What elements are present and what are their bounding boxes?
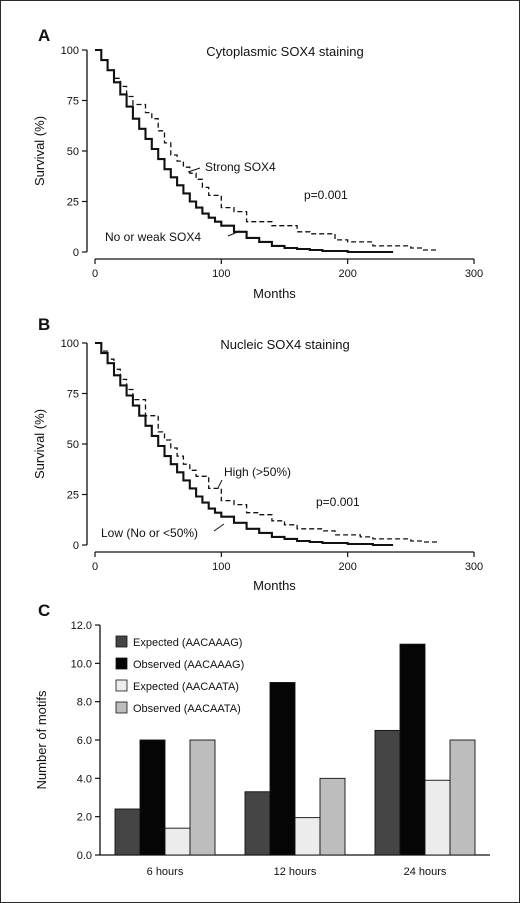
- panel-a-annot-strong-leader: [187, 167, 201, 173]
- panel-b-x-axis-label: Months: [253, 578, 296, 593]
- panel-c-bar: [189, 739, 216, 856]
- panel-b-title: Nucleic SOX4 staining: [220, 337, 349, 352]
- panel-b-x-tick-label: 200: [338, 561, 356, 573]
- panel-b-pvalue: p=0.001: [316, 495, 360, 509]
- panel-a-y-axis-label: Survival (%): [32, 116, 47, 186]
- panel-a: A Cytoplasmic SOX4 staining 0 100 200 300 0 2…: [32, 26, 483, 301]
- panel-c-y-tick-label: 8.0: [77, 697, 92, 709]
- panel-b-series: [95, 341, 440, 547]
- panel-b-y-tick-label: 0: [73, 540, 79, 552]
- panel-letter-c: C: [38, 601, 50, 620]
- panel-b-annot-high: High (>50%): [224, 465, 291, 479]
- panel-c-x-tick-label: 6 hours: [147, 866, 184, 878]
- panel-b-y-tick-label: 25: [67, 490, 79, 502]
- panel-c-bar: [294, 817, 321, 856]
- panel-a-y-tick-label: 50: [67, 146, 79, 158]
- panel-c-bar: [399, 643, 426, 856]
- panel-c-legend-swatch: [115, 657, 128, 670]
- panel-b-x-tick-label: 100: [212, 561, 230, 573]
- panel-c-legend-label: Expected (AACAATA): [133, 681, 239, 693]
- panel-b: B Nucleic SOX4 staining 0 100 200 300 0 25 50 7…: [32, 315, 483, 593]
- panel-c-bar: [164, 827, 191, 856]
- panel-c-bar: [374, 729, 401, 856]
- panel-b-x-tick-label: 0: [92, 561, 98, 573]
- panel-c-x-tick-label: 24 hours: [404, 866, 447, 878]
- panel-b-y-axis-label: Survival (%): [32, 409, 47, 479]
- panel-b-y-tick-label: 100: [61, 338, 79, 350]
- panel-b-series-dashed-line: [95, 342, 440, 543]
- panel-b-y-tick-label: 50: [67, 439, 79, 451]
- panel-c-legend-swatch: [115, 635, 128, 648]
- panel-c-y-tick-label: 4.0: [77, 773, 92, 785]
- panel-c-x-tick-label: 12 hours: [274, 866, 317, 878]
- panel-b-axes: 0 100 200 300 0 25 50 75 100 Months Survival (%): [32, 338, 483, 593]
- panel-c-y-tick-label: 6.0: [77, 735, 92, 747]
- panel-c-y-tick-label: 2.0: [77, 812, 92, 824]
- panel-a-title: Cytoplasmic SOX4 staining: [206, 44, 364, 59]
- panel-a-pvalue: p=0.001: [304, 188, 348, 202]
- panel-letter-a: A: [38, 26, 50, 45]
- panel-c-bar: [319, 777, 346, 856]
- panel-c-bar: [424, 779, 451, 856]
- panel-c-bar: [244, 791, 271, 856]
- panel-a-x-tick-label: 0: [92, 268, 98, 280]
- panel-a-axes: 0 100 200 300 0 25 50 75 100 Months Survival (%): [32, 45, 483, 301]
- panel-a-x-tick-label: 300: [465, 268, 483, 280]
- panel-b-annot-low-leader: [213, 523, 225, 532]
- panel-c-legend-label: Observed (AACAAAG): [133, 659, 244, 671]
- panel-c-y-tick-label: 12.0: [71, 620, 92, 632]
- panel-b-annot-high-leader: [217, 479, 223, 489]
- panel-a-annot-strong: Strong SOX4: [205, 160, 276, 174]
- panel-c-legend-swatch: [115, 679, 128, 692]
- panel-a-y-tick-label: 0: [73, 247, 79, 259]
- panel-a-annot-weak-leader: [227, 230, 241, 237]
- panel-c-bar: [449, 739, 476, 856]
- panel-c-y-tick-label: 10.0: [71, 658, 92, 670]
- panel-c-y-axis-label: Number of motifs: [34, 690, 49, 789]
- panel-b-y-tick-label: 75: [67, 389, 79, 401]
- panel-c-bar: [269, 682, 296, 856]
- panel-c-legend: Expected (AACAAAG) Observed (AACAAAG) Expe…: [115, 635, 244, 715]
- panel-a-series-solid-line: [95, 48, 394, 254]
- panel-a-series: [95, 48, 439, 254]
- panel-letter-b: B: [38, 315, 50, 334]
- panel-c-legend-label: Observed (AACAATA): [133, 703, 241, 715]
- panel-a-y-tick-label: 100: [61, 45, 79, 57]
- panel-a-x-axis-label: Months: [253, 286, 296, 301]
- panel-b-series-solid-line: [95, 341, 394, 547]
- panel-b-x-tick-label: 300: [465, 561, 483, 573]
- panel-c-legend-label: Expected (AACAAAG): [133, 637, 242, 649]
- panel-a-x-tick-label: 100: [212, 268, 230, 280]
- panel-c-legend-swatch: [115, 701, 128, 714]
- panel-a-y-tick-label: 75: [67, 96, 79, 108]
- panel-a-y-tick-label: 25: [67, 197, 79, 209]
- panel-c-bars: [114, 643, 476, 856]
- panel-a-x-tick-label: 200: [338, 268, 356, 280]
- panel-c: C 0.0 2.0 4.0 6.0 8.0 10.0 12.0 Number of motif…: [34, 601, 490, 878]
- panel-b-annot-low: Low (No or <50%): [101, 526, 198, 540]
- panel-c-y-tick-label: 0.0: [77, 850, 92, 862]
- panel-a-annot-weak: No or weak SOX4: [105, 230, 201, 244]
- panel-c-bar: [139, 739, 166, 856]
- panel-a-series-dashed-line: [95, 49, 439, 251]
- panel-c-bar: [114, 808, 141, 856]
